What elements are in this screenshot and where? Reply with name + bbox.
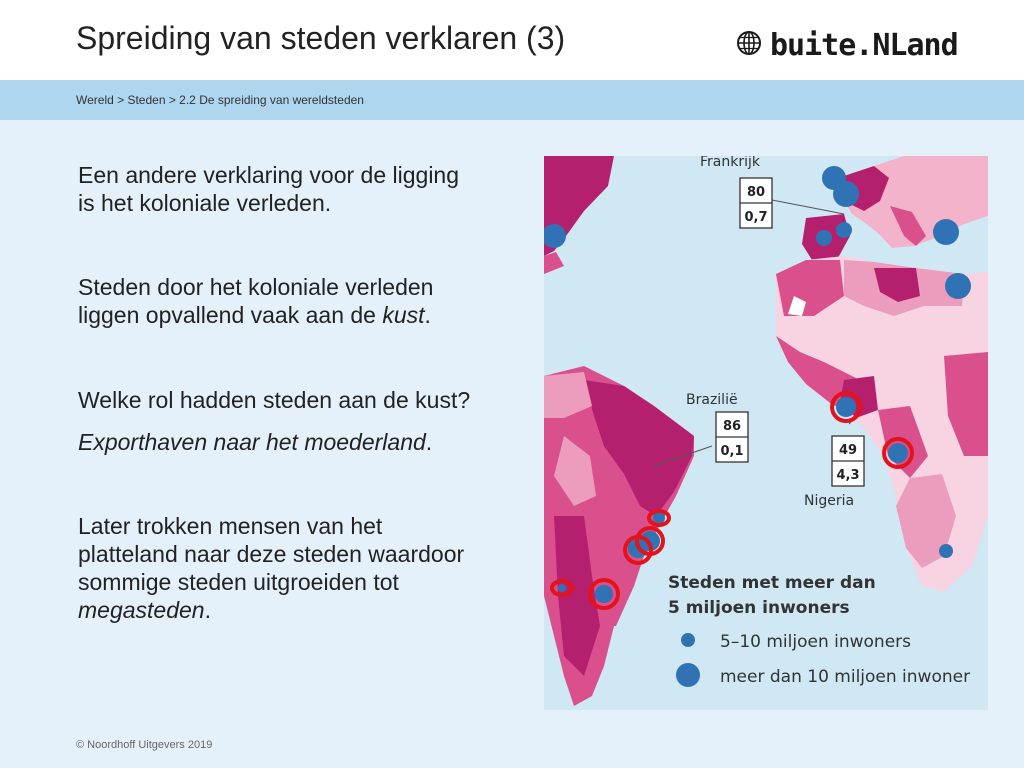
legend-title-line1: Steden met meer dan (668, 573, 876, 593)
legend-large-dot (676, 663, 700, 687)
breadcrumb-bar: Wereld > Steden > 2.2 De spreiding van w… (0, 80, 1024, 120)
text-line: is het koloniale verleden. (78, 190, 332, 216)
brazilie-top-value: 86 (723, 419, 741, 434)
southern-africa (896, 474, 956, 568)
colombia-venezuela (544, 372, 592, 418)
city-dot-small (558, 584, 566, 592)
chile (554, 516, 600, 676)
text-punctuation: . (204, 597, 211, 623)
highlight-circles (550, 391, 914, 610)
highlight-circle (882, 437, 914, 469)
legend-title-line2: 5 miljoen inwoners (668, 598, 850, 618)
highlight-circle (623, 535, 653, 565)
city-markers (544, 166, 971, 603)
text-punctuation: . (425, 429, 433, 455)
highlight-circle (588, 578, 620, 610)
brazil (584, 380, 694, 516)
answer-italic: Exporthaven naar het moederland (78, 429, 426, 455)
text-line: Een andere verklaring voor de ligging (78, 162, 460, 188)
western-sahara (788, 296, 806, 316)
city-dot-large (888, 443, 908, 463)
breadcrumb: Wereld > Steden > 2.2 De spreiding van w… (76, 93, 364, 107)
paragraph-colonial: Een andere verklaring voor de ligging is… (78, 161, 459, 217)
label-nigeria: Nigeria (804, 493, 854, 509)
logo-text: buite.NLand (770, 28, 959, 63)
map-legend: Steden met meer dan 5 miljoen inwoners 5… (668, 573, 970, 687)
brazilie-bottom-value: 0,1 (720, 444, 743, 459)
text-line: Steden door het koloniale verleden (78, 274, 434, 300)
city-dot-small (939, 544, 953, 558)
legend-large-label: meer dan 10 miljoen inwoner (720, 667, 970, 687)
globe-icon (736, 30, 762, 61)
frankrijk-top-value: 80 (747, 185, 765, 200)
frankrijk-bottom-value: 0,7 (744, 210, 767, 225)
east-africa (944, 352, 988, 456)
libya (874, 268, 920, 302)
world-map-image: Frankrijk 80 0,7 Brazilië 86 0,1 49 4,3 … (544, 156, 988, 710)
italy (890, 206, 926, 246)
connector-line (771, 199, 845, 215)
brand-logo: buite.NLand (736, 28, 959, 63)
nigeria-bottom-value: 4,3 (836, 468, 859, 483)
city-dot-large (836, 397, 856, 417)
city-dot-small (836, 222, 852, 238)
highlight-circle (647, 509, 671, 527)
answer-text: Exporthaven naar het moederland. (78, 428, 432, 456)
page-title: Spreiding van steden verklaren (3) (76, 20, 566, 56)
megasteden-emphasis: megasteden (78, 597, 205, 623)
text-line: sommige steden uitgroeiden tot (78, 569, 399, 595)
legend-small-dot (681, 633, 695, 647)
kust-emphasis: kust (382, 302, 425, 328)
nigeria-top-value: 49 (839, 443, 857, 458)
city-dot-large (833, 181, 859, 207)
connector-line (653, 445, 713, 467)
text-punctuation: . (424, 302, 431, 328)
label-brazilie: Brazilië (686, 392, 738, 408)
copyright-footer: © Noordhoff Uitgevers 2019 (76, 739, 213, 751)
question-text: Welke rol hadden steden aan de kust? (78, 387, 471, 413)
city-dot-small (816, 230, 832, 246)
highlight-circle (550, 579, 574, 597)
highlight-circle (830, 391, 862, 423)
paragraph-megacities: Later trokken mensen van het platteland … (78, 512, 464, 624)
city-dot-large (595, 585, 613, 603)
central-america (544, 252, 564, 274)
text-line: platteland naar deze steden waardoor (78, 541, 465, 567)
text-line: liggen opvallend vaak aan de (78, 302, 383, 328)
city-dot-large (544, 224, 566, 248)
legend-small-label: 5–10 miljoen inwoners (720, 632, 911, 652)
text-line: Later trokken mensen van het (78, 513, 383, 539)
label-frankrijk: Frankrijk (700, 156, 761, 170)
city-dot-large (945, 273, 971, 299)
paragraph-coast: Steden door het koloniale verleden ligge… (78, 273, 433, 329)
west-africa (776, 336, 862, 406)
city-dot-large (933, 219, 959, 245)
city-dot-small (653, 512, 665, 524)
bolivia (554, 436, 596, 506)
